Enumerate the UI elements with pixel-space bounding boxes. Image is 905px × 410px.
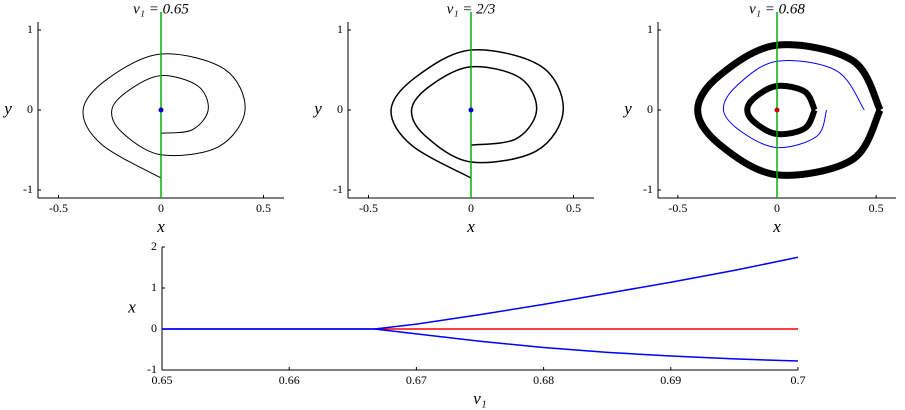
y-tick-label: 1 <box>27 22 33 36</box>
x-tick-label: 0.7 <box>791 373 806 387</box>
x-tick-label: 0 <box>774 201 780 215</box>
y-tick-label: 1 <box>337 22 343 36</box>
y-tick-label: -1 <box>147 362 157 376</box>
x-tick-label: 0.68 <box>533 373 554 387</box>
y-tick-label: -1 <box>23 182 33 196</box>
chart-title: ν₁ = 2/3 <box>447 1 496 17</box>
x-axis-label: ν₁ <box>473 389 486 408</box>
y-tick-label: 2 <box>151 239 157 253</box>
y-tick-label: -1 <box>333 182 343 196</box>
x-axis-label: x <box>772 217 781 236</box>
y-tick-label: 1 <box>647 22 653 36</box>
x-tick-label: 0.5 <box>256 201 271 215</box>
x-tick-label: 0 <box>468 201 474 215</box>
x-tick-label: 0.66 <box>279 373 300 387</box>
x-tick-label: 0.5 <box>869 201 884 215</box>
trajectory <box>722 60 865 149</box>
branch <box>162 328 799 362</box>
trajectory <box>694 41 884 179</box>
y-tick-label: -1 <box>643 182 653 196</box>
x-tick-label: -0.5 <box>359 201 378 215</box>
y-tick-label: 0 <box>27 102 33 116</box>
y-axis-label: y <box>312 99 322 118</box>
y-axis-label: x <box>127 297 136 316</box>
chart-title: ν₁ = 0.65 <box>133 1 189 17</box>
x-tick-label: -0.5 <box>49 201 68 215</box>
x-axis-label: x <box>466 217 475 236</box>
trajectory <box>744 82 818 138</box>
x-tick-label: 0.67 <box>406 373 427 387</box>
y-axis-label: y <box>622 99 632 118</box>
x-tick-label: 0 <box>158 201 164 215</box>
x-tick-label: 0.65 <box>152 373 173 387</box>
branch <box>162 256 799 330</box>
x-axis-label: x <box>156 217 165 236</box>
x-tick-label: 0.69 <box>660 373 681 387</box>
y-tick-label: 1 <box>151 280 157 294</box>
x-tick-label: 0.5 <box>566 201 581 215</box>
trajectory <box>390 48 565 179</box>
y-tick-label: 0 <box>151 321 157 335</box>
equilibrium <box>468 107 474 113</box>
y-axis-label: y <box>2 99 12 118</box>
y-tick-label: 0 <box>647 102 653 116</box>
equilibrium <box>158 107 164 113</box>
equilibrium <box>774 107 780 113</box>
x-tick-label: -0.5 <box>668 201 687 215</box>
trajectory <box>82 53 246 179</box>
chart-title: ν₁ = 0.68 <box>749 1 805 17</box>
y-tick-label: 0 <box>337 102 343 116</box>
